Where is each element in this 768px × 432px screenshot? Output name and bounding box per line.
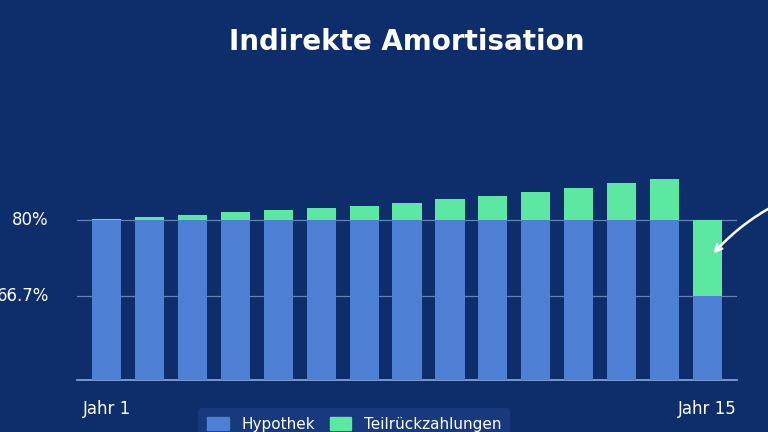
Bar — [92, 219, 121, 220]
Bar — [564, 188, 593, 220]
Bar — [306, 220, 336, 380]
Text: Jahr 1: Jahr 1 — [83, 400, 131, 418]
Bar — [435, 199, 465, 220]
Text: Säule 3a: Säule 3a — [715, 177, 768, 251]
Bar — [693, 220, 722, 296]
Bar — [392, 203, 422, 220]
Bar — [435, 220, 465, 380]
Bar — [135, 220, 164, 380]
Bar — [693, 296, 722, 380]
Text: 80%: 80% — [12, 211, 49, 229]
Bar — [521, 220, 551, 380]
Bar — [221, 213, 250, 220]
Bar — [263, 210, 293, 220]
Bar — [135, 217, 164, 220]
Bar — [178, 215, 207, 220]
Bar — [564, 220, 593, 380]
Legend: Hypothek, Teilrückzahlungen: Hypothek, Teilrückzahlungen — [198, 407, 510, 432]
Bar — [521, 192, 551, 220]
Title: Indirekte Amortisation: Indirekte Amortisation — [230, 28, 584, 56]
Bar — [650, 179, 679, 220]
Bar — [306, 208, 336, 220]
Bar — [607, 183, 636, 220]
Bar — [178, 220, 207, 380]
Bar — [221, 220, 250, 380]
Text: 66.7%: 66.7% — [0, 287, 49, 305]
Bar — [478, 196, 508, 220]
Bar — [650, 220, 679, 380]
Bar — [392, 220, 422, 380]
Bar — [349, 206, 379, 220]
Bar — [478, 220, 508, 380]
Bar — [607, 220, 636, 380]
Bar — [263, 220, 293, 380]
Bar — [349, 220, 379, 380]
Bar — [92, 220, 121, 380]
Text: Jahr 15: Jahr 15 — [678, 400, 737, 418]
